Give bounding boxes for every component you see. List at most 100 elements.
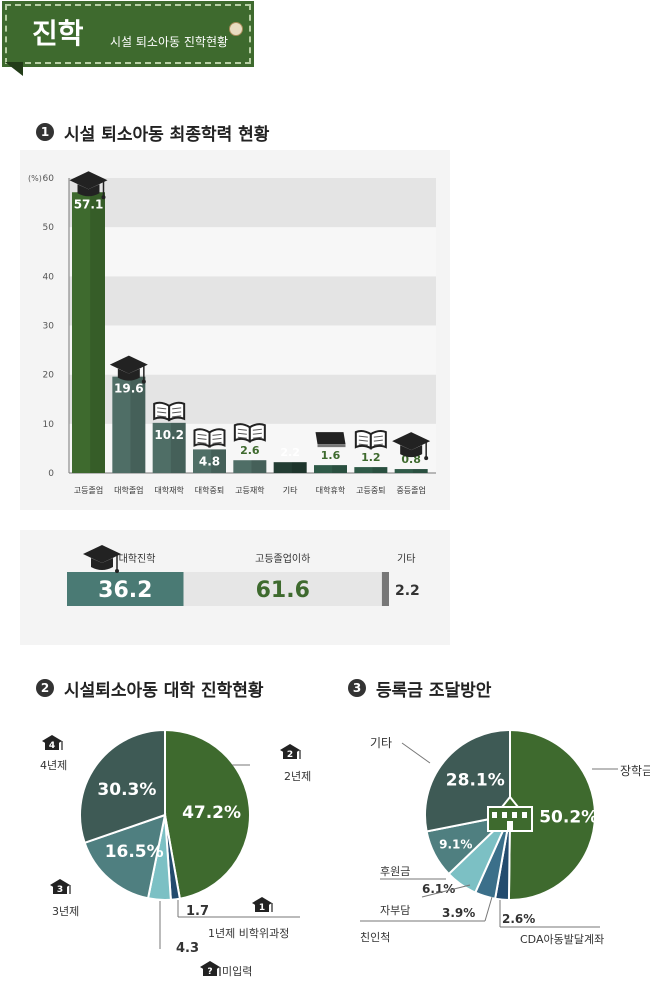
bar-고등졸업 xyxy=(72,192,105,473)
graduation-cap-icon xyxy=(392,432,431,461)
summary-segment-기타 xyxy=(381,572,389,606)
pie-slice-4년제 xyxy=(79,728,166,845)
x-tick-label: 고등재학 xyxy=(235,485,265,495)
bar-shade xyxy=(90,192,105,473)
badge-cap-icon: 3 xyxy=(50,879,71,895)
pie-value-label: 6.1% xyxy=(422,882,455,896)
header-banner xyxy=(2,1,254,67)
pie-value-label: 50.2% xyxy=(539,807,598,827)
bar-value-label: 57.1 xyxy=(74,197,104,211)
pie-value-label: 2.6% xyxy=(502,912,535,926)
bar-shade xyxy=(130,376,146,473)
closed-book-icon xyxy=(315,432,346,448)
pie-value-label: 16.5% xyxy=(105,842,164,862)
svg-text:1: 1 xyxy=(259,903,265,913)
pie-category-label: 장학금 xyxy=(620,764,650,778)
pie-category-label: 후원금 xyxy=(380,865,410,878)
pie-slice-2년제 xyxy=(164,728,251,900)
graduation-cap-icon xyxy=(83,545,121,573)
x-tick-label: 대학졸업 xyxy=(114,485,143,495)
pie-category-label: CDA아동발달계좌 xyxy=(520,933,604,946)
pie-value-label: 30.3% xyxy=(97,780,156,800)
y-tick-label: 20 xyxy=(43,371,55,381)
y-axis-unit: (%) xyxy=(28,174,42,183)
bar-shade xyxy=(211,449,226,473)
section-3-title: 등록금 조달방안 xyxy=(376,681,492,701)
grid-band xyxy=(69,178,436,228)
summary-value: 36.2 xyxy=(98,578,152,603)
bar-대학휴학 xyxy=(314,465,347,473)
badge-cap-icon: 4 xyxy=(42,735,63,751)
bar-대학재학 xyxy=(152,422,186,473)
banner-fold xyxy=(5,62,23,76)
svg-text:4: 4 xyxy=(49,741,55,751)
pie-value-label: 4.3 xyxy=(176,941,199,956)
pie-value-label: 1.7 xyxy=(186,904,209,919)
y-tick-label: 60 xyxy=(43,174,55,184)
section-2-title: 시설퇴소아동 대학 진학현황 xyxy=(64,681,264,701)
summary-value: 61.6 xyxy=(256,578,310,603)
bar-shade xyxy=(291,462,307,473)
leader-line xyxy=(421,884,471,898)
svg-text:?: ? xyxy=(207,967,212,977)
open-book-icon xyxy=(354,429,387,450)
bar-value-label: 2.2 xyxy=(280,446,300,459)
x-tick-label: 대학휴학 xyxy=(316,485,346,495)
y-tick-label: 0 xyxy=(48,469,54,479)
badge-cap-icon: 2 xyxy=(280,744,301,760)
bar-value-label: 1.6 xyxy=(321,449,341,462)
broken-book-icon xyxy=(193,428,226,449)
university-pie-chart: 47.2% 16.5% 30.3% 2 2년제 4 4년제 3 3년제 1.7 1 1년제 비학위과정… xyxy=(40,728,311,978)
x-tick-label: 고등졸업 xyxy=(74,486,103,495)
page-subtitle: 시설 퇴소아동 진학현황 xyxy=(110,35,229,49)
grid-band xyxy=(69,227,436,277)
pie-category-label: 친인척 xyxy=(360,931,390,944)
bar-value-label: 1.2 xyxy=(361,451,381,464)
bar-shade xyxy=(251,460,267,473)
summary-stacked-bar: 36.2 대학진학 61.6 고등졸업이하 2.2 기타 xyxy=(67,545,420,606)
bar-value-label: 2.6 xyxy=(240,444,260,457)
pie-category-label: 2년제 xyxy=(284,770,311,783)
pie-slice-3년제 xyxy=(83,813,167,900)
summary-label: 기타 xyxy=(397,553,415,565)
summary-label: 고등졸업이하 xyxy=(255,552,310,565)
x-tick-label: 대학재학 xyxy=(154,485,184,495)
y-tick-label: 30 xyxy=(43,322,55,332)
section-3-number: 3 xyxy=(348,679,366,697)
school-building-icon xyxy=(487,795,533,832)
y-tick-label: 50 xyxy=(43,223,55,233)
summary-label: 대학진학 xyxy=(119,553,156,565)
graduation-cap-icon xyxy=(109,355,148,384)
bar-shade xyxy=(372,467,388,473)
badge-cap-icon: ? xyxy=(200,961,221,977)
bar-대학중퇴 xyxy=(193,449,226,473)
bar-value-label: 10.2 xyxy=(154,428,184,442)
bar-shade xyxy=(332,465,347,473)
pie-category-label: 4년제 xyxy=(40,759,67,772)
bar-기타 xyxy=(273,462,307,473)
pie-value-label: 9.1% xyxy=(439,837,472,851)
open-book-icon xyxy=(233,423,266,443)
page-title: 진학 xyxy=(32,17,84,50)
bar-value-label: 19.6 xyxy=(114,382,144,396)
bar-value-label: 4.8 xyxy=(199,454,220,468)
pie-value-label: 47.2% xyxy=(182,803,241,823)
bar-고등중퇴 xyxy=(354,467,388,473)
pie-category-label: 1년제 비학위과정 xyxy=(208,927,289,940)
x-tick-label: 중등졸업 xyxy=(396,486,425,495)
x-tick-label: 고등중퇴 xyxy=(356,486,385,495)
pie-category-label: 미입력 xyxy=(222,965,252,978)
y-tick-label: 40 xyxy=(43,272,55,282)
education-bar-chart: 0 10 20 30 40 50 60(%) 57.1 고등졸업 19.6 대학졸업 10.2 대학재학… xyxy=(28,171,436,495)
svg-text:2: 2 xyxy=(287,750,293,760)
section-1-title: 시설 퇴소아동 최종학력 현황 xyxy=(64,125,270,145)
y-tick-label: 10 xyxy=(43,420,55,430)
x-tick-label: 기타 xyxy=(283,486,298,495)
section-1-number: 1 xyxy=(36,123,54,141)
leader-line xyxy=(401,742,431,764)
button-icon xyxy=(229,22,243,36)
section-2-number: 2 xyxy=(36,679,54,697)
svg-text:3: 3 xyxy=(57,885,63,895)
badge-cap-icon: 1 xyxy=(252,897,273,913)
grid-band xyxy=(69,276,436,326)
